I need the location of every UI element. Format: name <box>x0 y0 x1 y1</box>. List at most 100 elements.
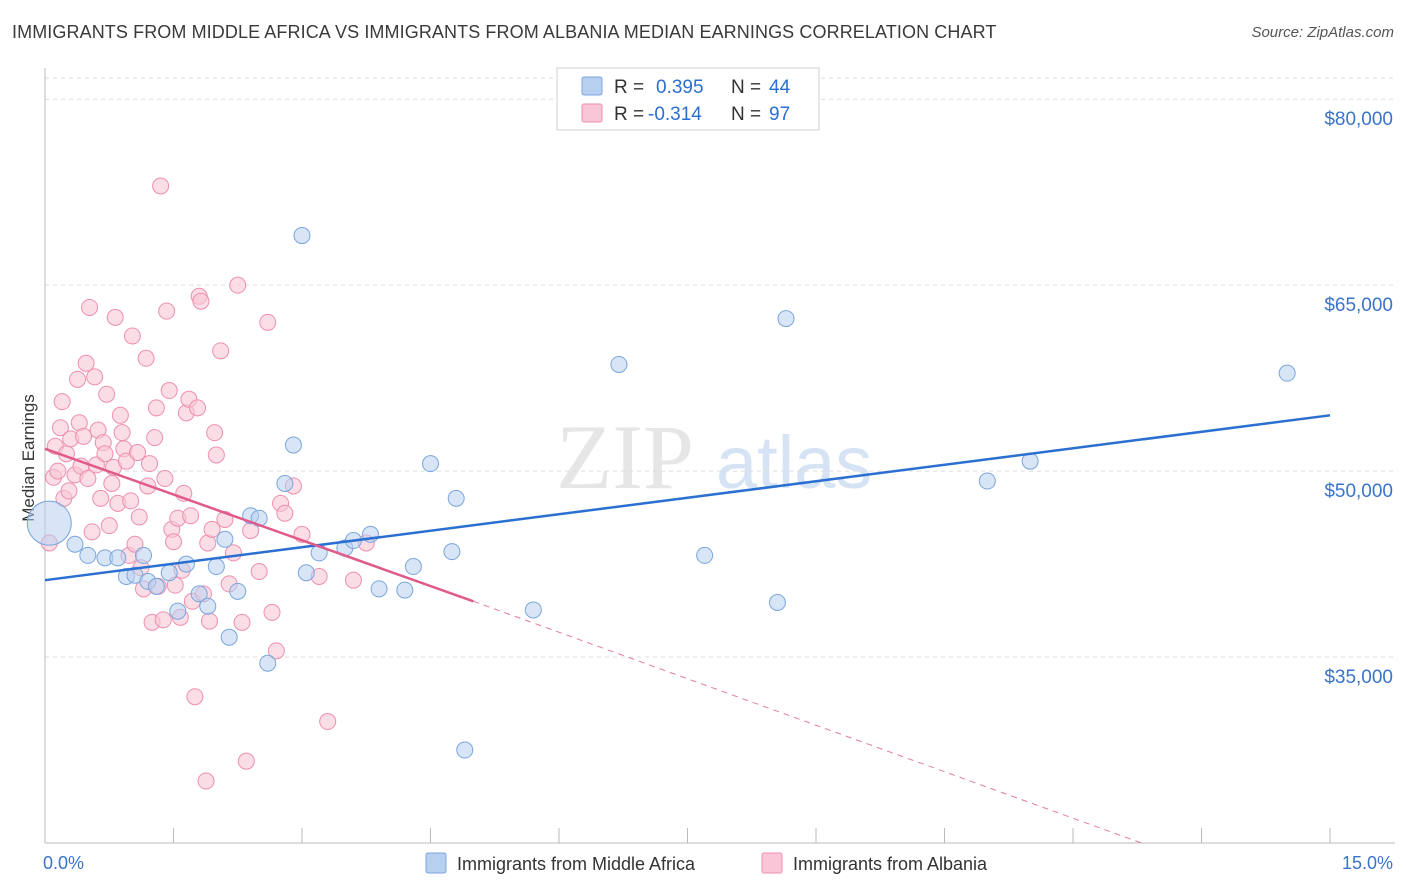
middle-africa-point <box>777 310 795 328</box>
trend-lines <box>44 414 1331 844</box>
series-legend-swatch-blue <box>425 852 447 874</box>
albania-point <box>100 517 118 535</box>
middle-africa-point <box>456 741 474 759</box>
middle-africa-point <box>190 585 208 603</box>
albania-point <box>229 276 247 294</box>
legend-r-value-1: 0.395 <box>656 77 704 98</box>
watermark-zip: ZIP <box>556 406 694 508</box>
correlation-legend: R = 0.395 N = 44 R = -0.314 N = 97 <box>556 67 820 131</box>
legend-swatch-blue <box>581 76 603 96</box>
middle-africa-point <box>169 602 187 620</box>
albania-point <box>129 444 147 461</box>
albania-point <box>103 474 121 492</box>
albania-point <box>206 424 224 442</box>
middle-africa-point <box>229 582 247 600</box>
albania-point <box>86 368 104 386</box>
middle-africa-point <box>422 455 439 473</box>
albania-point <box>106 308 124 326</box>
albania-point <box>203 520 221 538</box>
middle-africa-point <box>216 530 234 548</box>
albania-point <box>263 603 281 621</box>
albania-point <box>137 349 155 367</box>
legend-n-label-1: N = <box>731 77 761 98</box>
x-tick-labels: 0.0% 15.0% <box>43 853 1393 873</box>
legend-r-value-2: -0.314 <box>648 104 702 125</box>
middle-africa-point <box>135 546 153 564</box>
middle-africa-point <box>297 564 315 582</box>
albania-point <box>233 613 251 631</box>
albania-point <box>113 424 131 442</box>
middle-africa-point <box>177 555 195 573</box>
albania-point <box>259 313 277 331</box>
albania-point <box>53 393 71 411</box>
middle-africa-point <box>370 580 388 598</box>
albania-trend-extension <box>473 600 1142 844</box>
middle-africa-point <box>207 558 225 576</box>
albania-point <box>207 446 225 464</box>
middle-africa-point <box>276 474 294 492</box>
series-legend-swatch-pink <box>761 852 783 874</box>
middle-africa-trend-line <box>44 414 1331 582</box>
albania-point <box>123 327 141 345</box>
middle-africa-point <box>696 546 714 564</box>
gridlines <box>45 77 1395 658</box>
albania-point <box>75 427 93 445</box>
albania-point <box>49 462 67 480</box>
middle-africa-point <box>447 489 465 507</box>
axes <box>44 68 1395 844</box>
albania-point <box>250 563 268 581</box>
middle-africa-point <box>443 543 461 561</box>
middle-africa-point <box>109 549 127 567</box>
middle-africa-point <box>293 227 311 245</box>
albania-trend-line <box>44 447 474 603</box>
albania-point <box>83 523 101 541</box>
watermark: ZIP atlas <box>556 406 872 508</box>
albania-point <box>92 489 110 507</box>
albania-point <box>192 292 210 310</box>
albania-point <box>237 752 255 770</box>
albania-point <box>122 492 140 510</box>
scatter-points <box>26 177 1296 790</box>
albania-point <box>152 177 170 195</box>
legend-n-label-2: N = <box>731 104 761 125</box>
albania-point <box>276 504 294 522</box>
y-tick-label: $35,000 <box>1324 667 1393 688</box>
albania-point <box>158 302 176 320</box>
albania-point <box>130 508 148 526</box>
middle-africa-point <box>147 577 165 595</box>
y-tick-label: $50,000 <box>1324 481 1393 502</box>
middle-africa-point <box>978 472 996 490</box>
source-credit: Source: ZipAtlas.com <box>1251 24 1394 41</box>
albania-point <box>117 452 135 470</box>
albania-point <box>81 298 99 316</box>
albania-point <box>51 419 69 437</box>
middle-africa-point <box>220 628 238 646</box>
middle-africa-point <box>284 436 302 454</box>
albania-point <box>224 544 242 562</box>
albania-point <box>141 455 159 473</box>
albania-point <box>98 385 116 403</box>
y-tick-label: $65,000 <box>1324 295 1393 316</box>
y-tick-labels: $35,000 $50,000 $65,000 $80,000 <box>1324 109 1393 688</box>
albania-point <box>147 399 165 417</box>
middle-africa-point <box>768 594 786 612</box>
albania-point <box>77 354 95 372</box>
x-tick-label: 0.0% <box>43 853 84 873</box>
albania-point <box>212 342 230 360</box>
chart-title: IMMIGRANTS FROM MIDDLE AFRICA VS IMMIGRA… <box>12 22 997 42</box>
series-legend-label-2: Immigrants from Albania <box>793 854 988 874</box>
albania-point <box>160 382 178 400</box>
albania-point <box>267 642 285 660</box>
albania-point <box>182 507 200 525</box>
legend-n-value-1: 44 <box>769 77 791 98</box>
albania-point <box>146 429 164 447</box>
albania-point <box>156 470 174 488</box>
albania-point <box>60 482 78 500</box>
middle-africa-point <box>26 500 72 546</box>
albania-point <box>200 612 218 630</box>
middle-africa-point <box>524 601 542 619</box>
middle-africa-point <box>396 581 414 599</box>
y-tick-label: $80,000 <box>1324 109 1393 130</box>
legend-r-label-2: R = <box>614 104 644 125</box>
